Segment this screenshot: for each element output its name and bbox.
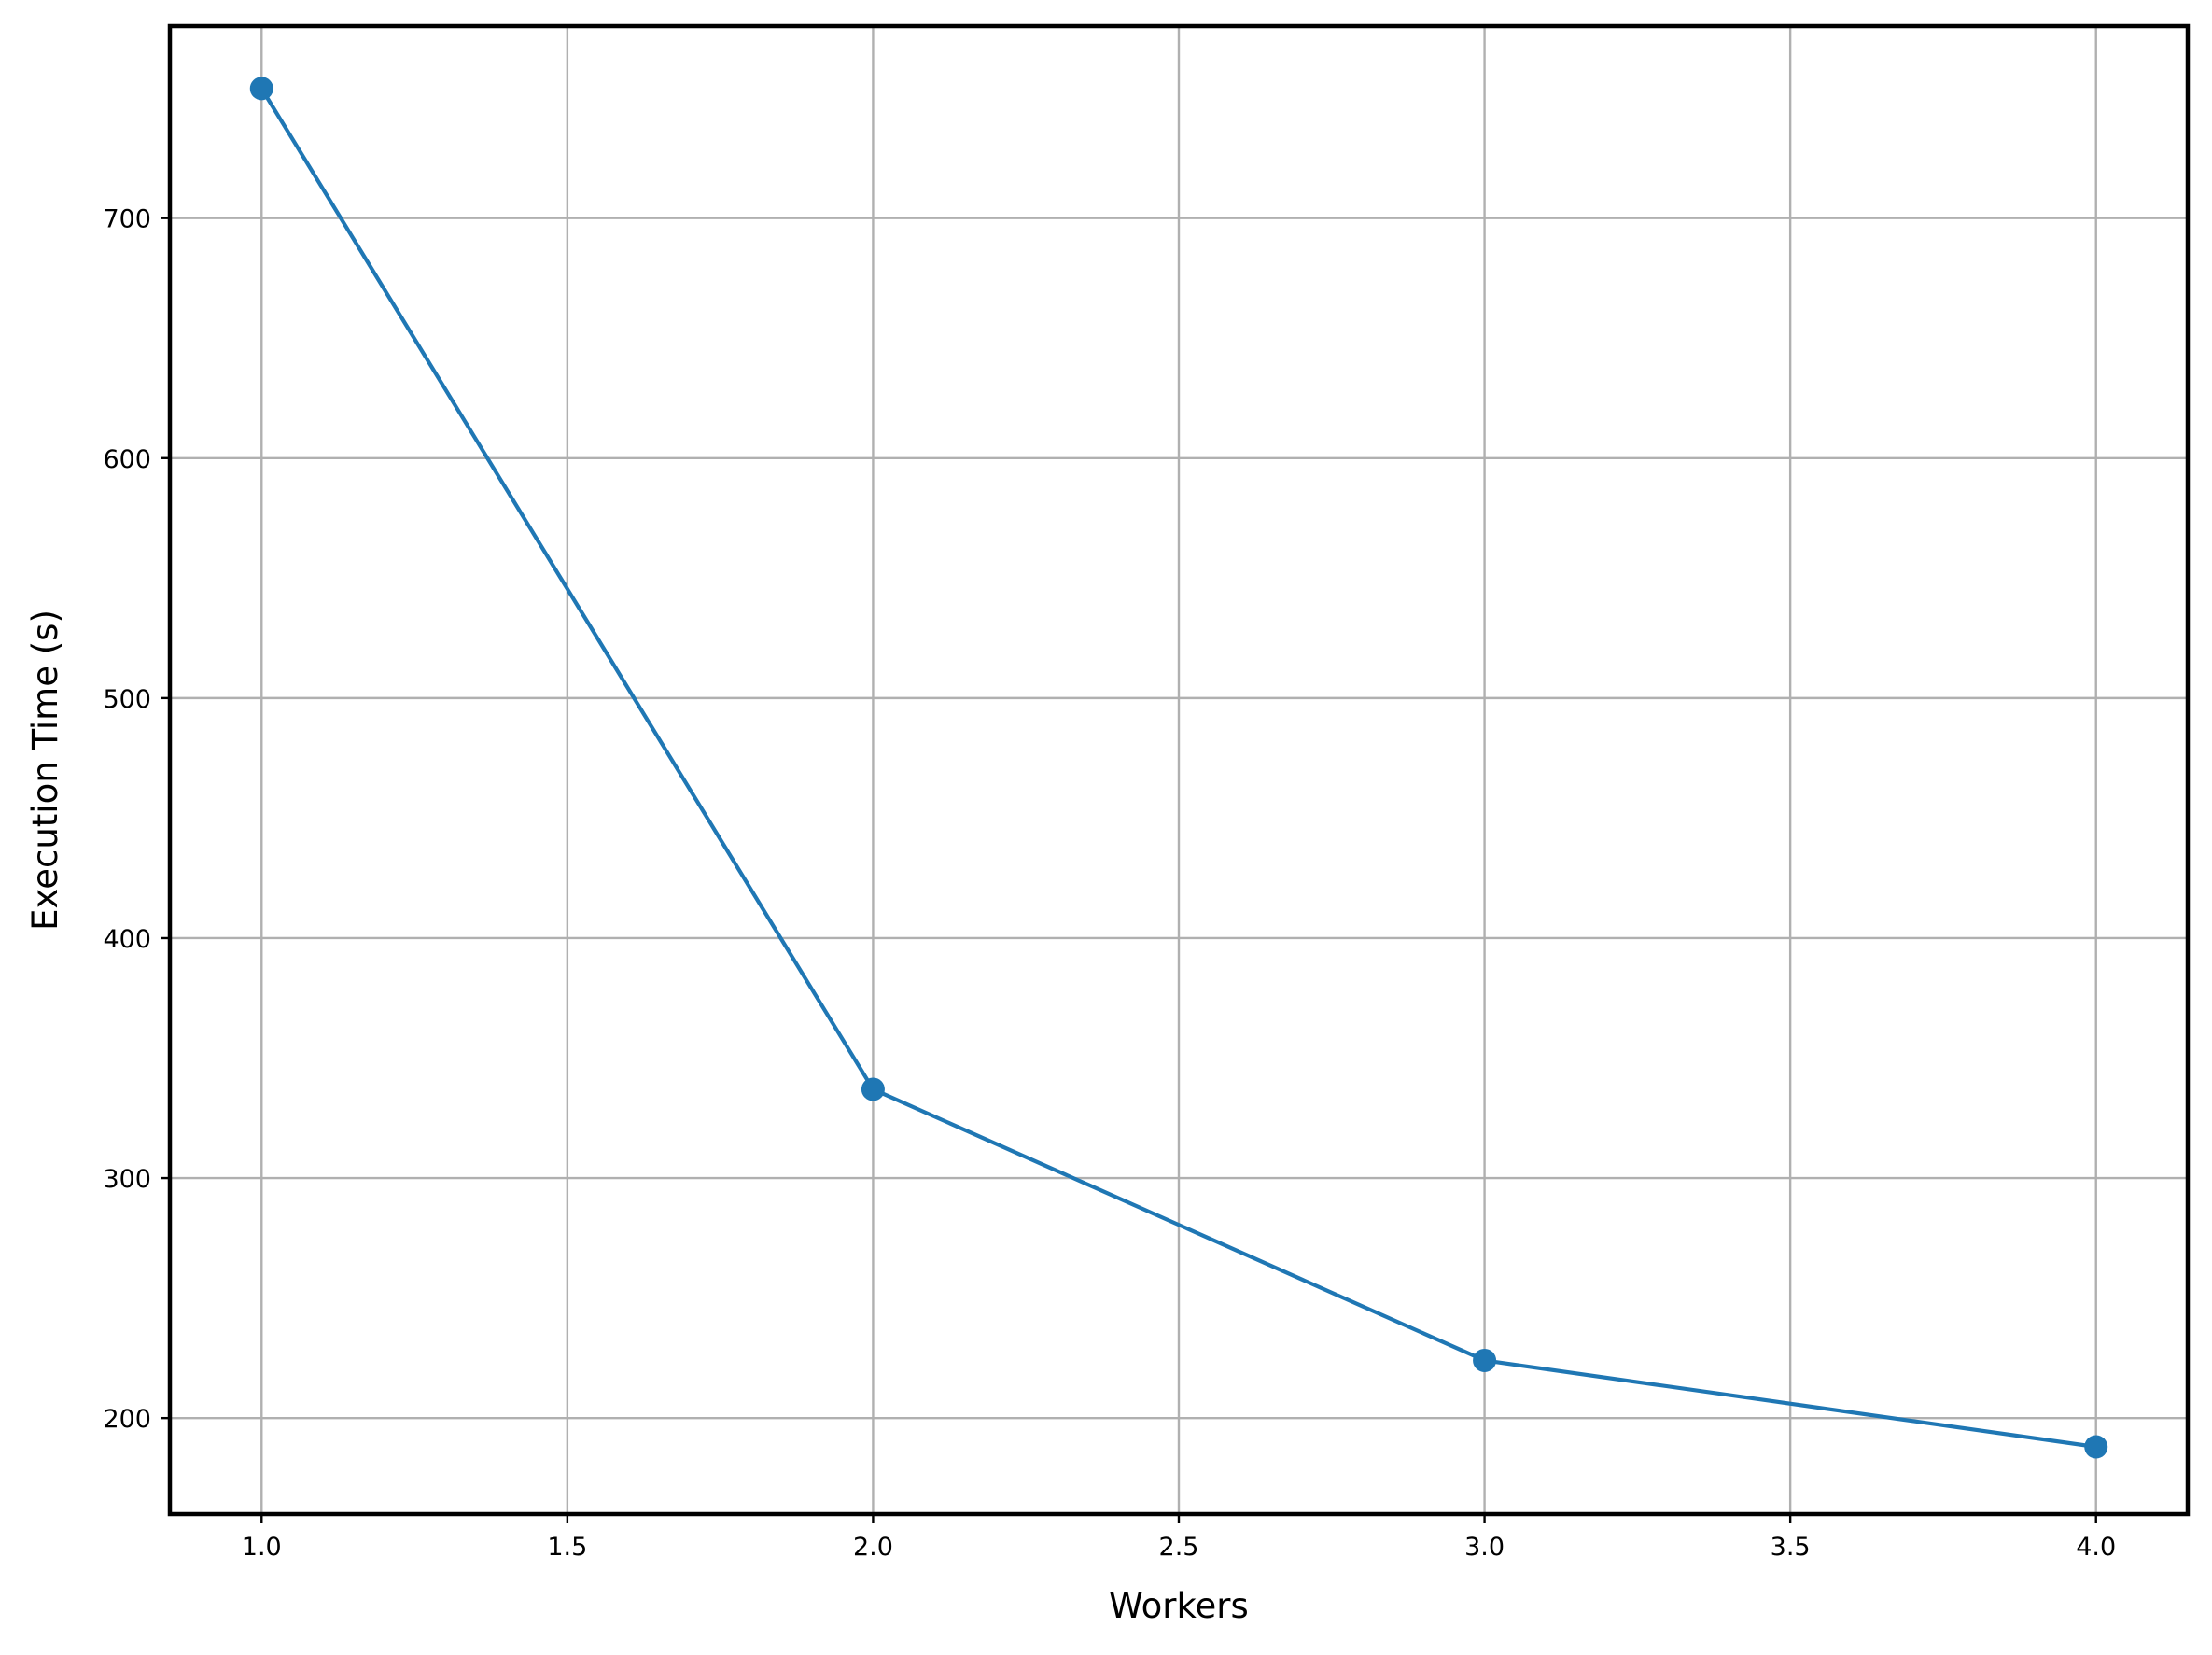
x-tick-label: 2.0 xyxy=(853,1533,893,1562)
y-tick-label: 500 xyxy=(103,685,151,714)
data-point xyxy=(1473,1348,1497,1372)
x-tick-label: 1.0 xyxy=(242,1533,282,1562)
x-tick-label: 4.0 xyxy=(2076,1533,2116,1562)
data-point xyxy=(249,77,273,101)
y-axis-label: Execution Time (s) xyxy=(25,610,65,931)
y-tick-label: 200 xyxy=(103,1405,151,1434)
plot-frame xyxy=(167,23,2191,1517)
axis-ticks: 1.0 1.5 2.0 2.5 3.0 3.5 4.0 200 300 400 500 600 700 xyxy=(103,205,2116,1562)
grid xyxy=(170,26,2188,1514)
x-tick-label: 3.5 xyxy=(1771,1533,1811,1562)
y-tick-label: 700 xyxy=(103,205,151,234)
y-tick-label: 600 xyxy=(103,445,151,474)
data-point xyxy=(2084,1435,2108,1459)
x-tick-label: 1.5 xyxy=(547,1533,587,1562)
x-tick-label: 3.0 xyxy=(1464,1533,1505,1562)
y-tick-label: 400 xyxy=(103,925,151,954)
x-tick-label: 2.5 xyxy=(1159,1533,1199,1562)
y-tick-label: 300 xyxy=(103,1165,151,1194)
series-layer xyxy=(249,77,2108,1459)
x-axis-label: Workers xyxy=(1109,1586,1249,1626)
data-point xyxy=(861,1077,885,1101)
series-line xyxy=(259,87,2097,1450)
